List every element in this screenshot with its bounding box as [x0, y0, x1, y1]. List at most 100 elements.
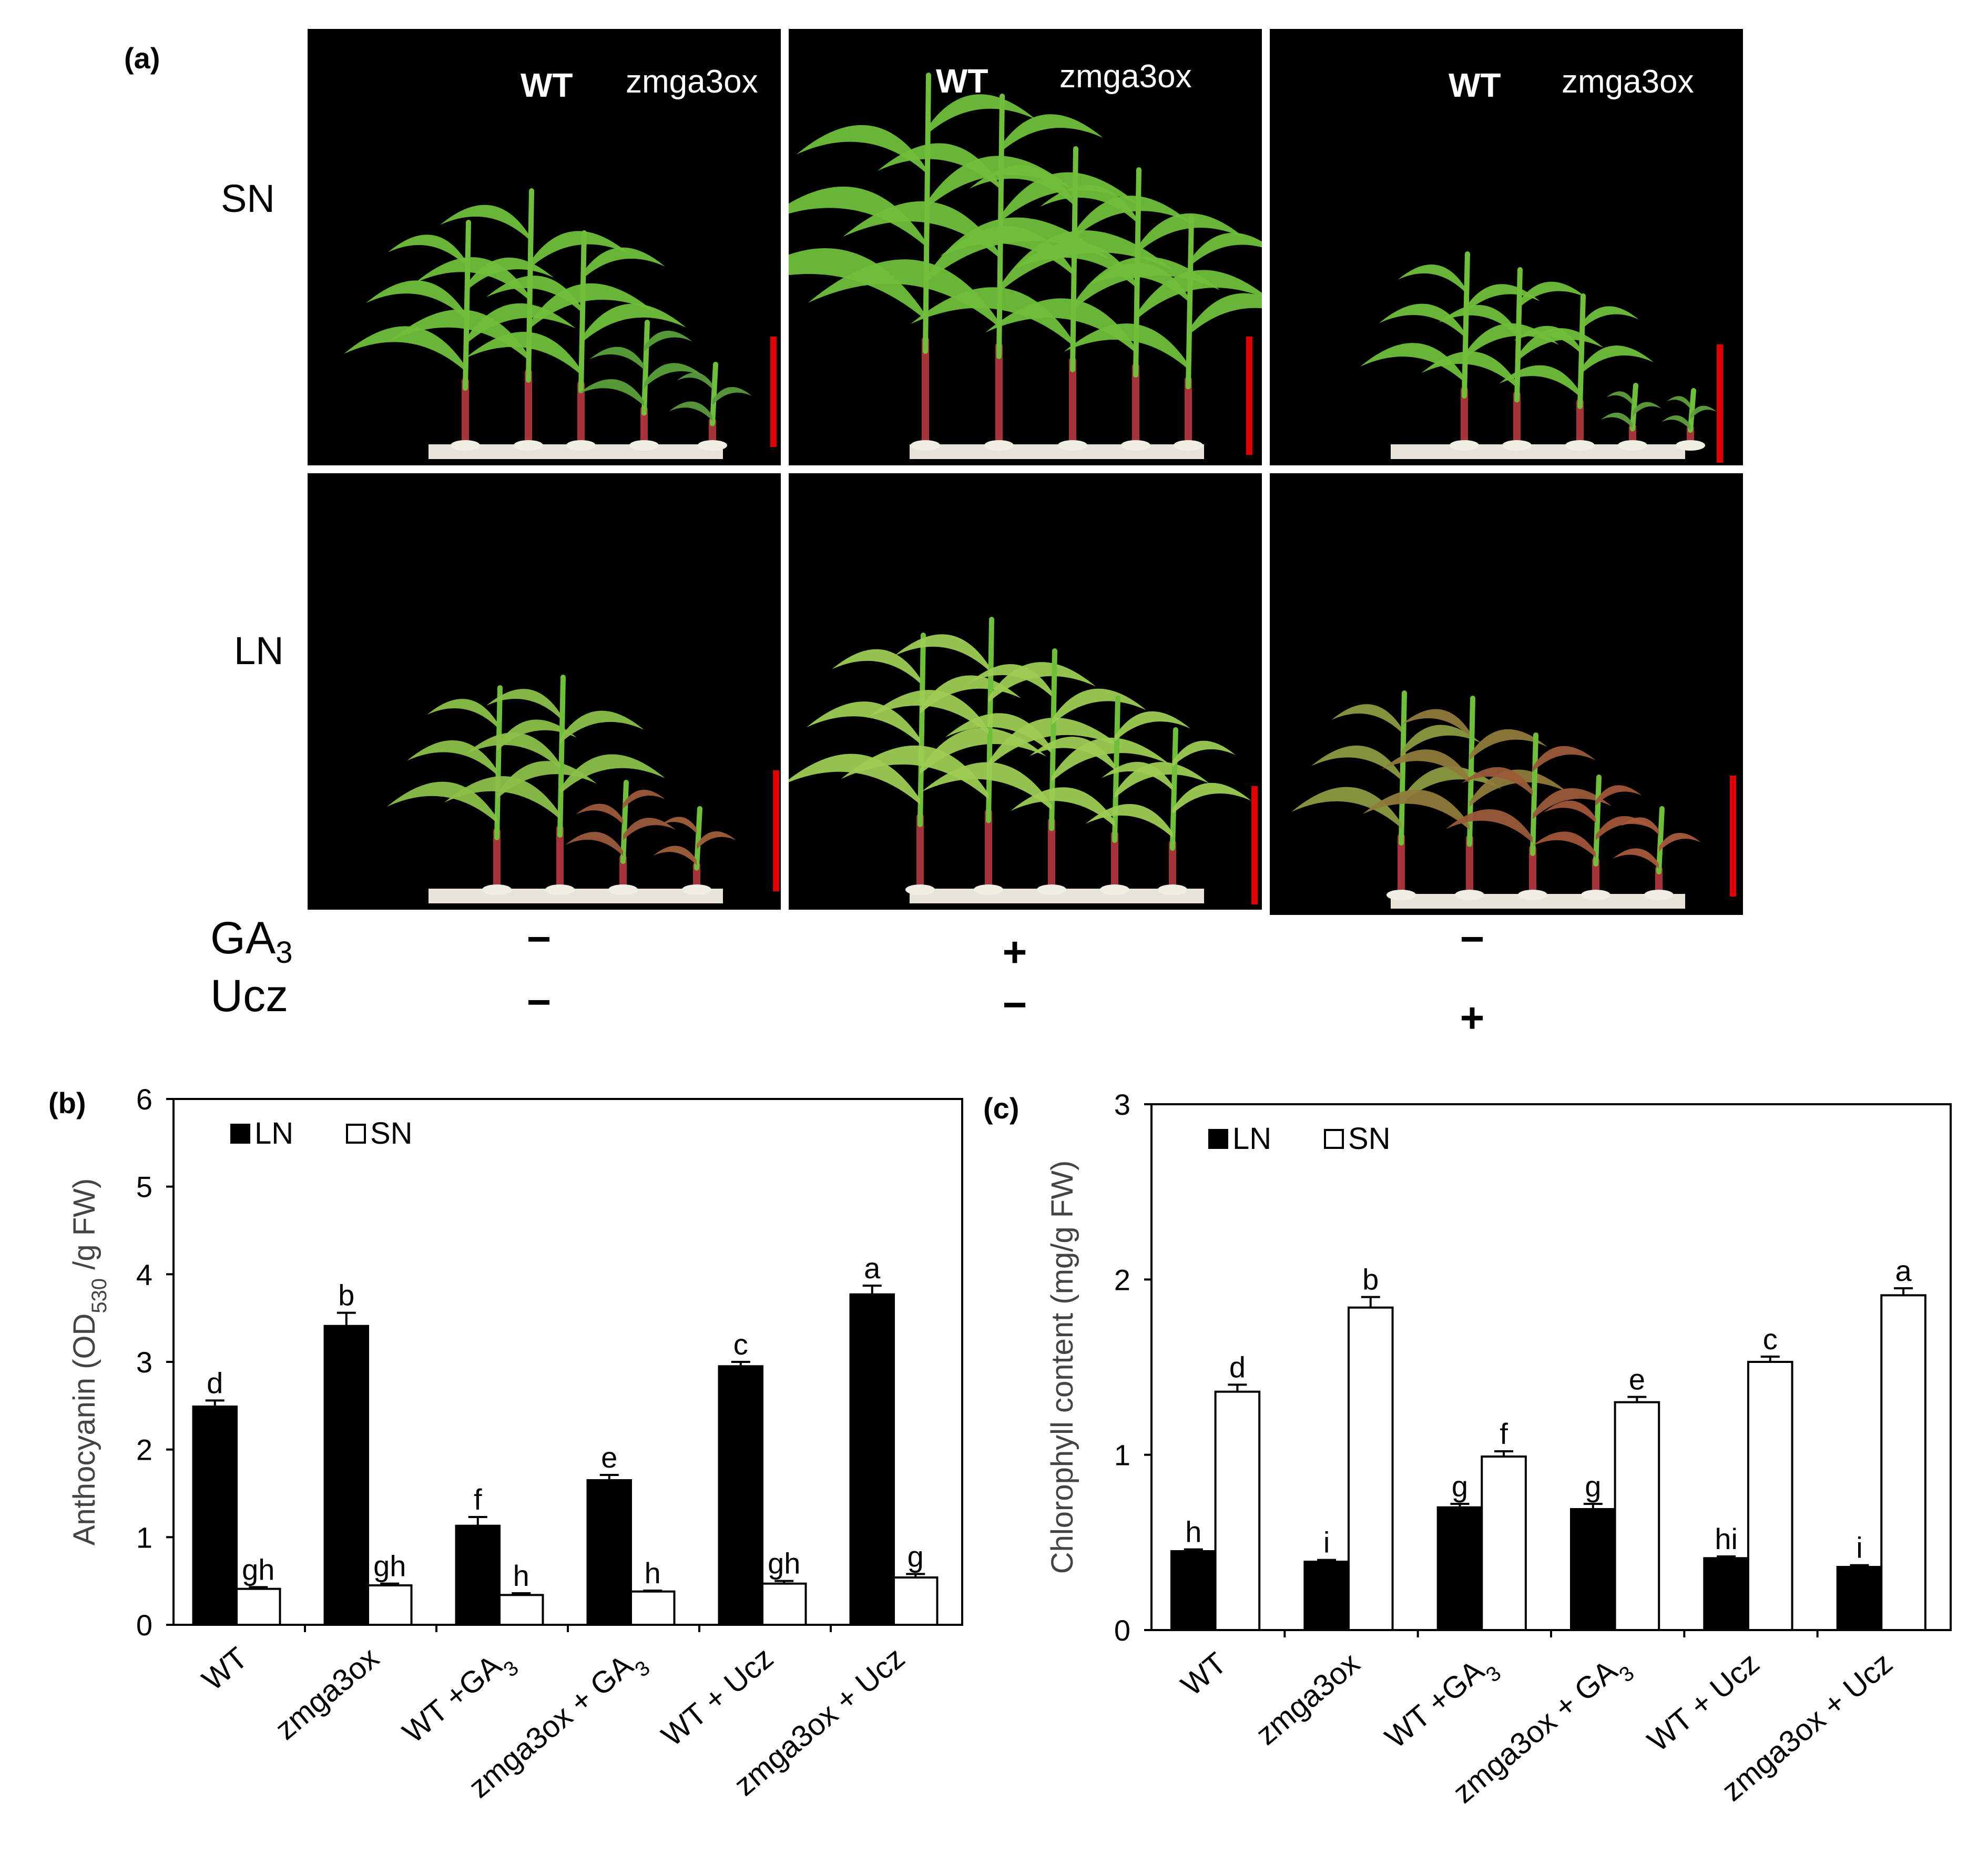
bar-sn [1481, 1455, 1527, 1631]
leaf [1533, 746, 1596, 772]
significance-letter: e [601, 1441, 617, 1474]
leaf [623, 789, 665, 809]
leaf [1102, 761, 1173, 790]
plant-illustration [789, 73, 1262, 459]
ucz-sign-ucz: + [1460, 994, 1485, 1041]
bar-sn [498, 1594, 544, 1626]
seed-holder [698, 440, 727, 451]
y-tick-label: 6 [136, 1083, 152, 1116]
significance-letter: gh [768, 1547, 800, 1580]
scale-bar [1730, 776, 1736, 897]
legend-swatch-sn [1324, 1129, 1344, 1149]
stem-upper [1170, 727, 1178, 851]
photo-mutant-label: zmga3ox [1059, 58, 1192, 95]
ucz-sign-ga3: − [1002, 981, 1027, 1028]
leaf [1401, 725, 1481, 757]
treatment-ucz-label: Ucz [210, 971, 289, 1021]
leaf [808, 259, 999, 327]
significance-letter: i [1323, 1526, 1330, 1559]
leaf [789, 248, 925, 320]
photo-ln-ucz [1270, 473, 1743, 915]
leaf [1421, 351, 1517, 388]
leaf [661, 817, 697, 834]
plant [565, 780, 676, 895]
photo-mutant-label: zmga3ox [626, 64, 758, 100]
treatment-ga3-label: GA3 [210, 913, 293, 970]
stem-upper [620, 780, 629, 864]
plant [1362, 696, 1567, 900]
photo-mutant-label: zmga3ox [1562, 64, 1694, 100]
plant [577, 320, 705, 451]
scale-bar [773, 770, 779, 891]
leaf [1115, 711, 1190, 741]
significance-letter: h [645, 1556, 661, 1590]
leaf [1029, 736, 1115, 770]
bar-sn [761, 1582, 807, 1626]
leaf [697, 831, 736, 850]
scale-bar [1251, 786, 1258, 904]
leaf [366, 280, 465, 319]
leaf [999, 172, 1138, 223]
significance-letter: c [733, 1328, 748, 1361]
leaf [832, 649, 920, 684]
leaf [1040, 185, 1136, 222]
seed-holder [1100, 884, 1129, 895]
significance-letter: c [1763, 1322, 1778, 1356]
seed-holder [682, 884, 711, 895]
seed-holder [905, 884, 935, 895]
significance-letter: h [513, 1559, 529, 1592]
stem-upper [1577, 293, 1586, 409]
seed-holder [482, 884, 512, 895]
significance-letter: f [474, 1483, 482, 1516]
leaf [911, 287, 1073, 345]
leaf [1517, 281, 1586, 310]
significance-letter: hi [1715, 1522, 1738, 1555]
leaf [1544, 800, 1596, 823]
significance-letter: h [1185, 1515, 1201, 1549]
plot-frame [1150, 1103, 1952, 1631]
seed-holder [984, 440, 1014, 451]
bar-sn [1347, 1306, 1394, 1631]
bar-sn [367, 1584, 413, 1626]
bar-sn [1880, 1294, 1926, 1632]
plant [465, 230, 686, 451]
leaf [1661, 415, 1690, 430]
leaf [970, 165, 1073, 205]
seed-holder [1058, 440, 1087, 451]
leaf [1659, 832, 1701, 852]
photo-wt-label: WT [936, 62, 988, 100]
bar-ln [1570, 1508, 1616, 1631]
y-tick-label: 2 [1114, 1263, 1130, 1296]
category-label: WT +GA3 [1379, 1646, 1505, 1762]
plant-illustration [344, 188, 777, 459]
leaf [444, 776, 560, 819]
leaf [878, 143, 999, 188]
leaf [497, 719, 577, 751]
leaf [497, 761, 597, 799]
leaf [1086, 804, 1173, 838]
leaf [807, 701, 920, 744]
significance-letter: b [1362, 1263, 1379, 1296]
leaf [560, 754, 665, 794]
stem-upper [694, 806, 702, 871]
leaf [623, 818, 676, 840]
scale-bar [1246, 337, 1252, 455]
leaf [415, 257, 528, 300]
seed-holder [1565, 440, 1595, 451]
leaf [968, 664, 1052, 697]
leaf [486, 276, 581, 312]
row-label-ln: LN [234, 629, 284, 673]
leaf [1600, 412, 1633, 429]
stem-upper [1688, 388, 1696, 433]
seed-holder [514, 440, 543, 451]
bar-ln [586, 1479, 632, 1626]
panel-a-label: (a) [124, 42, 160, 75]
leaf [789, 754, 920, 805]
stem-upper [463, 220, 471, 391]
stem-upper [996, 94, 1005, 359]
leaf [1398, 264, 1464, 292]
leaf [1613, 848, 1659, 869]
stem-upper [1630, 383, 1638, 432]
leaf [1360, 343, 1464, 382]
